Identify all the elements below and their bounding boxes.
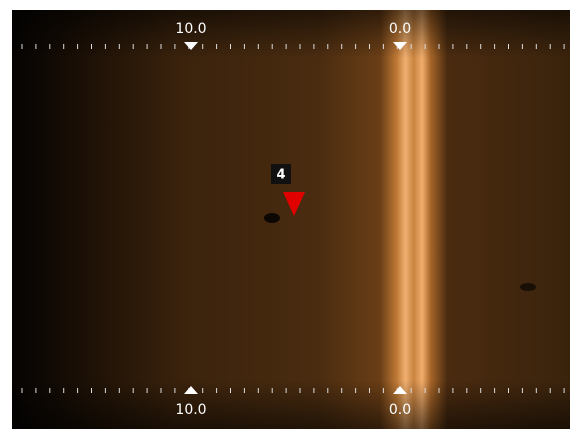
sonar-image — [12, 10, 570, 429]
scale-label: 0.0 — [389, 402, 411, 418]
waypoint-label[interactable]: 4 — [276, 168, 285, 183]
sonar-view: 10.0 0.0 10.0 0.0 4 — [0, 0, 570, 429]
page: 10.0 0.0 10.0 0.0 4 (() => { const data … — [0, 0, 570, 429]
top-ruler-bg — [12, 10, 570, 58]
sonar-shadow — [264, 213, 280, 223]
scale-label: 10.0 — [175, 21, 206, 37]
sonar-shadow — [520, 283, 536, 291]
scale-label: 10.0 — [175, 402, 206, 418]
bottom-ruler-bg — [12, 380, 570, 429]
scale-label: 0.0 — [389, 21, 411, 37]
